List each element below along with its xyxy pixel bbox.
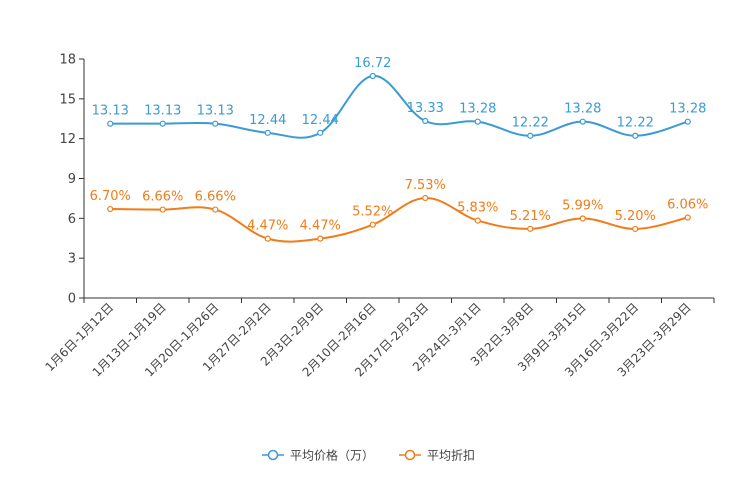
x-axis-ticks: 1月6日-1月12日1月13日-1月19日1月20日-1月26日1月27日-2月… [42, 298, 715, 380]
data-point [107, 205, 114, 213]
data-point [212, 206, 219, 213]
data-point [474, 217, 481, 224]
data-label: 6.70% [90, 189, 131, 204]
y-tick-label: 0 [68, 292, 76, 307]
y-tick-label: 6 [68, 212, 76, 227]
data-point [422, 117, 429, 125]
data-point [107, 120, 114, 127]
data-label: 13.13 [197, 104, 234, 119]
data-label: 13.33 [407, 101, 444, 116]
data-label: 5.21% [510, 209, 551, 224]
legend-swatch-marker [267, 449, 279, 461]
data-label: 5.83% [457, 201, 498, 216]
y-tick-label: 9 [68, 172, 76, 187]
data-label: 5.99% [562, 198, 603, 213]
data-point [474, 118, 481, 125]
data-label: 6.06% [667, 198, 708, 213]
data-label: 13.13 [92, 104, 129, 119]
data-point [317, 129, 324, 136]
data-point [264, 235, 271, 242]
series-line [110, 197, 688, 243]
y-tick-label: 15 [59, 92, 76, 107]
data-label: 6.66% [142, 190, 183, 205]
data-point [159, 206, 166, 213]
y-tick-label: 3 [68, 252, 76, 267]
data-label: 12.22 [512, 116, 549, 131]
data-point [369, 221, 376, 228]
data-label: 16.72 [354, 56, 391, 71]
data-label: 5.20% [615, 209, 656, 224]
data-label: 12.44 [249, 113, 286, 128]
data-point [684, 214, 691, 221]
data-label: 13.28 [669, 102, 706, 117]
data-point [579, 215, 586, 222]
data-point [264, 129, 271, 136]
y-axis-ticks: 0 3 6 9 12 15 18 [59, 53, 84, 307]
data-point [527, 132, 534, 139]
data-label: 13.28 [459, 102, 496, 117]
data-label: 4.47% [247, 219, 288, 234]
legend-label: 平均价格（万） [290, 448, 374, 463]
data-point [527, 225, 534, 232]
data-label: 13.28 [564, 102, 601, 117]
data-label: 7.53% [405, 178, 446, 193]
data-point [632, 225, 639, 233]
data-point [159, 120, 166, 127]
data-label: 12.44 [302, 113, 339, 128]
data-label: 4.47% [300, 219, 341, 234]
data-point [369, 72, 376, 80]
data-point [579, 118, 586, 125]
data-point [422, 194, 429, 202]
legend-label: 平均折扣 [427, 448, 475, 463]
legend[interactable]: 平均价格（万） 平均折扣 [262, 448, 475, 463]
data-label: 12.22 [617, 116, 654, 131]
series-avg-price: 13.13 13.13 13.13 12.44 12.44 16.72 13.33 13.28… [92, 56, 706, 139]
data-point [317, 235, 324, 242]
data-label: 6.66% [195, 190, 236, 205]
series-avg-discount: 6.70% 6.66% 6.66% 4.47% 4.47% 5.52% 7.53% 5.83%… [90, 178, 708, 243]
data-label: 5.52% [352, 205, 393, 220]
data-label: 13.13 [144, 104, 181, 119]
series-layer: 13.13 13.13 13.13 12.44 12.44 16.72 13.33 13.28… [90, 56, 708, 243]
legend-swatch-marker [404, 449, 416, 461]
data-point [684, 118, 691, 125]
y-tick-label: 12 [59, 132, 76, 147]
legend-item-avg-discount[interactable]: 平均折扣 [399, 448, 475, 463]
data-point [632, 132, 639, 139]
y-tick-label: 18 [59, 53, 76, 68]
data-point [212, 120, 219, 127]
legend-item-avg-price[interactable]: 平均价格（万） [262, 448, 374, 463]
